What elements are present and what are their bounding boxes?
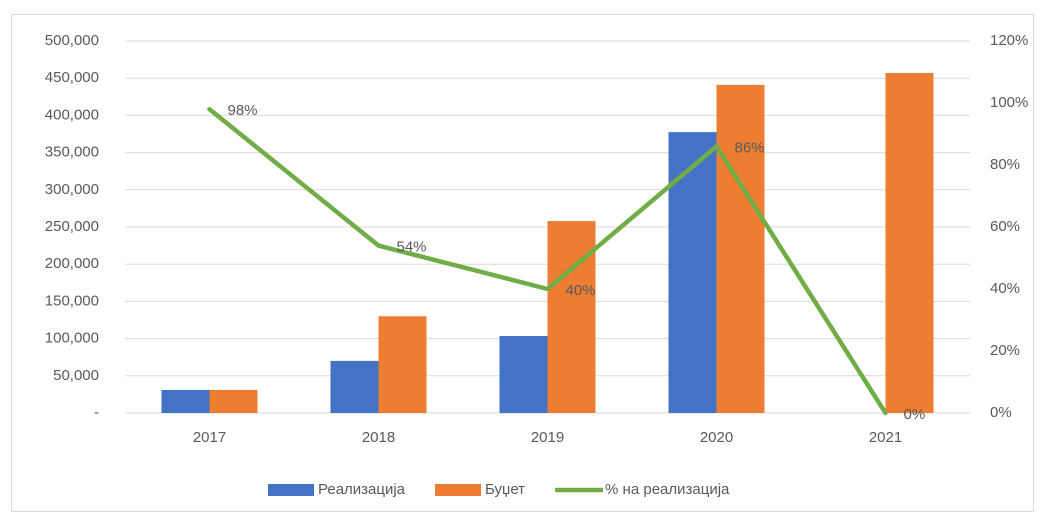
y2-tick-label: 20% [990,342,1020,359]
data-label: 98% [228,102,258,119]
legend-label: Реализација [318,481,406,498]
y-tick-label: 250,000 [45,218,99,235]
x-tick-label: 2018 [362,429,395,446]
y-tick-label: 400,000 [45,106,99,123]
y2-tick-label: 40% [990,280,1020,297]
line-series [207,106,888,416]
x-tick-label: 2020 [700,429,733,446]
y-tick-label: 350,000 [45,144,99,161]
bar [161,389,210,413]
y-tick-label: 300,000 [45,181,99,198]
legend-label: % на реализација [605,481,730,498]
chart-frame [11,14,1034,512]
bar [499,335,548,413]
y-tick-label: 100,000 [45,330,99,347]
bar [885,72,934,413]
data-label: 0% [904,406,926,423]
bar [330,360,379,413]
legend-swatch [268,484,314,496]
y-tick-label: 500,000 [45,32,99,49]
y-tick-label: 450,000 [45,69,99,86]
legend-label: Буџет [485,481,525,498]
y-tick-label: 200,000 [45,255,99,272]
x-tick-label: 2021 [869,429,902,446]
legend-swatch [435,484,482,496]
bar [209,389,258,413]
y2-tick-label: 80% [990,156,1020,173]
y2-tick-label: 60% [990,218,1020,235]
y-tick-label: 150,000 [45,292,99,309]
data-label: 40% [566,282,596,299]
bar [378,316,427,413]
bar [716,84,765,414]
x-tick-label: 2019 [531,429,564,446]
y2-tick-label: 100% [990,94,1028,111]
y2-tick-label: 0% [990,404,1012,421]
x-tick-label: 2017 [193,429,226,446]
data-label: 54% [397,239,427,256]
data-label: 86% [735,139,765,156]
bar [547,221,596,413]
bar [668,132,717,413]
y-tick-label: 50,000 [53,367,99,384]
y2-tick-label: 120% [990,32,1028,49]
y-tick-label: - [94,404,99,421]
